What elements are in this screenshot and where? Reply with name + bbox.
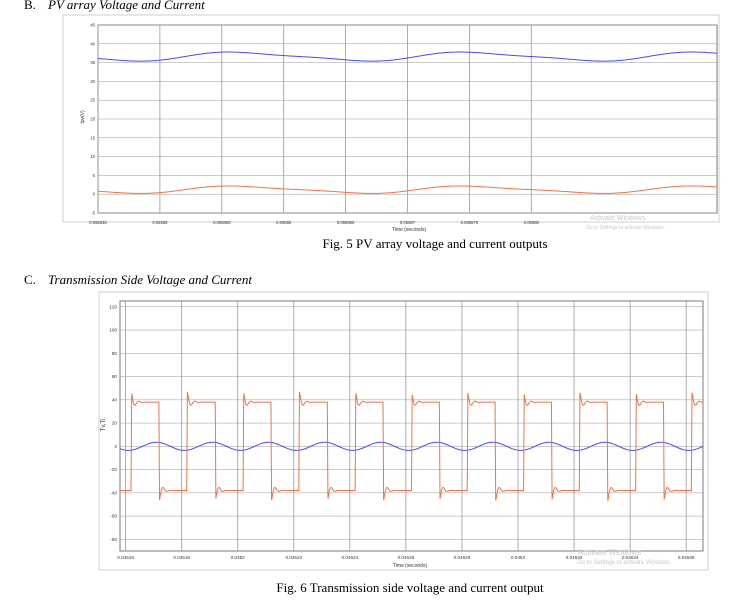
y-tick-label: 40	[90, 41, 95, 46]
fig5-x-ticks: 0.055845 0.05585 0.055855 0.05586 0.055865 0.…	[89, 220, 539, 225]
y-tick-label: 0	[114, 444, 117, 449]
y-tick-label: 120	[109, 304, 117, 309]
section-c-heading: C. Transmission Side Voltage and Current	[24, 272, 252, 288]
fig6-x-ticks: 0.04516 0.04518 0.0452 0.04522 0.04524 0.0452…	[117, 555, 695, 560]
fig6-series-current-line	[119, 391, 704, 501]
y-tick-label: 45	[90, 23, 95, 28]
fig5-series	[97, 51, 718, 194]
y-tick-label: 100	[109, 328, 117, 333]
y-tick-label: 60	[112, 374, 118, 379]
y-tick-label: -60	[110, 514, 117, 519]
section-c-title: Transmission Side Voltage and Current	[48, 272, 252, 287]
y-tick-label: -5	[91, 211, 95, 216]
y-tick-label: 30	[90, 79, 95, 84]
fig5-watermark-subtitle: Go to Settings to activate Windows.	[586, 225, 665, 231]
x-tick-label: 0.04522	[285, 555, 302, 560]
fig5-series-voltage-line	[97, 51, 718, 62]
y-tick-label: 10	[90, 154, 95, 159]
x-tick-label: 0.04526	[398, 555, 415, 560]
x-tick-label: 0.055845	[89, 220, 107, 225]
section-b-heading: B. PV array Voltage and Current	[24, 0, 205, 13]
y-tick-label: 40	[112, 397, 118, 402]
fig6-series	[119, 391, 704, 501]
fig6-y-axis-label: Tv,Ti	[101, 419, 107, 432]
x-tick-label: 0.055875	[461, 220, 479, 225]
fig5-series-current-line	[97, 185, 718, 194]
fig6-x-axis-label: Time (seconds)	[393, 563, 428, 569]
x-tick-label: 0.04528	[454, 555, 471, 560]
section-b-title: PV array Voltage and Current	[48, 0, 205, 12]
y-tick-label: 20	[112, 421, 118, 426]
section-b-letter: B.	[24, 0, 36, 12]
x-tick-label: 0.04516	[117, 555, 134, 560]
y-tick-label: 35	[90, 60, 95, 65]
x-tick-label: 0.04524	[342, 555, 359, 560]
x-tick-label: 0.04532	[566, 555, 583, 560]
fig6-watermark-subtitle: Go to Settings to activate Windows.	[577, 560, 672, 566]
fig5-caption: Fig. 5 PV array voltage and current outp…	[322, 236, 548, 251]
x-tick-label: 0.04536	[678, 555, 695, 560]
x-tick-label: 0.055865	[337, 220, 355, 225]
fig5-y-ticks: 45 40 35 30 25 20 15 10 5 0 -5	[90, 23, 95, 216]
fig6-watermark-title: Activate Windows	[578, 548, 641, 557]
y-tick-label: 15	[90, 135, 95, 140]
x-tick-label: 0.05586	[276, 220, 292, 225]
x-tick-label: 0.04534	[622, 555, 639, 560]
fig6-y-ticks: 120 100 80 60 40 20 0 -20 -40 -60 -80	[109, 304, 117, 542]
x-tick-label: 0.0453	[511, 555, 525, 560]
x-tick-label: 0.05587	[400, 220, 416, 225]
fig5-grid	[97, 24, 717, 214]
y-tick-label: 0	[93, 192, 96, 197]
y-tick-label: -40	[110, 490, 117, 495]
x-tick-label: 0.04518	[173, 555, 190, 560]
x-tick-label: 0.05585	[152, 220, 168, 225]
y-tick-label: 80	[112, 351, 118, 356]
x-tick-label: 0.055855	[213, 220, 231, 225]
fig6-caption: Fig. 6 Transmission side voltage and cur…	[276, 580, 544, 595]
section-c-letter: C.	[24, 272, 36, 287]
y-tick-label: 25	[90, 98, 95, 103]
fig5-x-axis-label: Time (seconds)	[392, 227, 427, 233]
y-tick-label: -20	[110, 467, 117, 472]
y-tick-label: 20	[90, 117, 95, 122]
fig5-watermark-title: Activate Windows	[590, 215, 646, 222]
y-tick-label: -80	[110, 537, 117, 542]
x-tick-label: 0.0452	[231, 555, 245, 560]
y-tick-label: 5	[93, 173, 96, 178]
fig5-y-axis-label: Ipv(V)	[80, 110, 86, 124]
x-tick-label: 0.05588	[524, 220, 540, 225]
